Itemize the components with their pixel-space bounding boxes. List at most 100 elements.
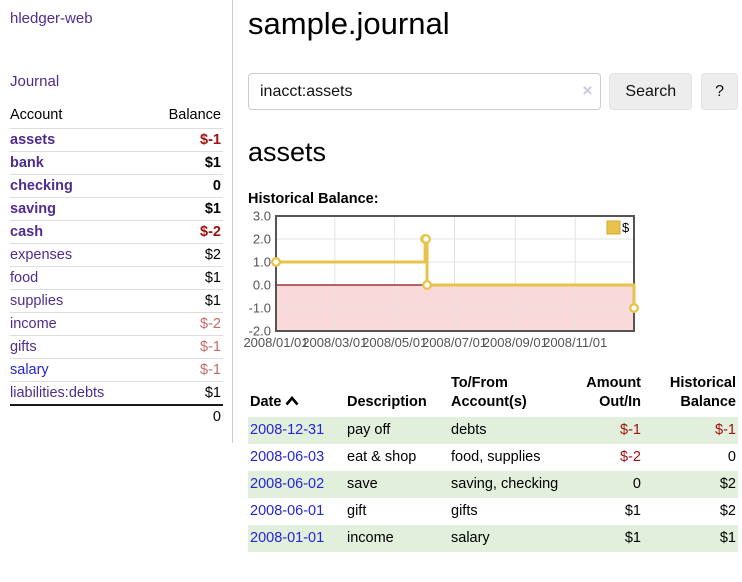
transaction-amount: $1 — [624, 503, 641, 519]
register-header-historical: Historical Balance — [643, 372, 738, 417]
sidebar-item-journal[interactable]: Journal — [10, 73, 60, 90]
sidebar: hledger-web Journal Account Balance asse… — [0, 0, 233, 443]
help-button[interactable]: ? — [701, 73, 738, 110]
transaction-date-link[interactable]: 2008-06-02 — [250, 476, 325, 492]
main-content: sample.journal × Search ? assets Histori… — [243, 0, 738, 552]
account-balance: $-1 — [200, 362, 221, 378]
register-header-date[interactable]: Date — [248, 372, 345, 417]
account-link[interactable]: saving — [10, 201, 56, 217]
transaction-date-link[interactable]: 2008-06-01 — [250, 503, 325, 519]
account-balance: $1 — [204, 293, 221, 309]
register-header-to-from: To/From Account(s) — [449, 372, 561, 417]
account-row: checking 0 — [10, 174, 223, 198]
register-row: 2008-06-01 gift gifts $1 $2 — [248, 498, 738, 525]
y-axis-tick-label: 0.0 — [253, 278, 271, 293]
transaction-amount: $1 — [624, 530, 641, 546]
account-link[interactable]: income — [10, 316, 57, 332]
search-button[interactable]: Search — [609, 73, 693, 110]
register-table: Date Description To/From Account(s) Amount Ou… — [248, 372, 738, 552]
y-axis-tick-label: 3.0 — [253, 209, 271, 224]
x-axis-tick-label: 2008/09/01 — [483, 335, 548, 350]
account-balance: $-2 — [200, 224, 221, 240]
account-balance: $1 — [204, 270, 221, 286]
account-row: bank $1 — [10, 151, 223, 175]
chart-title: Historical Balance: — [248, 191, 379, 207]
sort-ascending-icon — [285, 396, 299, 406]
account-link[interactable]: liabilities:debts — [10, 385, 105, 401]
account-balance: $1 — [204, 155, 221, 171]
register-header-label: Historical — [669, 375, 736, 391]
register-header-amount: Amount Out/In — [561, 372, 643, 417]
account-balance: $-2 — [200, 316, 221, 332]
transaction-description: eat & shop — [347, 449, 417, 465]
account-balance: $1 — [204, 201, 221, 217]
transaction-date-link[interactable]: 2008-01-01 — [250, 530, 325, 546]
account-balance: $-1 — [200, 339, 221, 355]
register-row: 2008-12-31 pay off debts $-1 $-1 — [248, 417, 738, 444]
search-form: × Search ? — [248, 73, 738, 110]
account-link[interactable]: checking — [10, 178, 73, 194]
register-header-label: Amount — [586, 375, 641, 391]
account-link[interactable]: cash — [10, 224, 44, 240]
register-header-label: Description — [347, 394, 427, 410]
search-box: × — [248, 73, 602, 110]
transaction-date-link[interactable]: 2008-12-31 — [250, 422, 325, 438]
account-row: income $-2 — [10, 312, 223, 336]
page-title: sample.journal — [248, 6, 450, 41]
account-row: gifts $-1 — [10, 335, 223, 359]
accounts-header-balance: Balance — [168, 107, 221, 123]
legend-label: $ — [622, 220, 630, 235]
register-header-label: Balance — [680, 394, 736, 410]
register-header-label: Out/In — [599, 394, 641, 410]
accounts-table: Account Balance assets $-1 bank $1 checking 0… — [10, 104, 223, 428]
x-axis-tick-label: 2008/01/01 — [243, 335, 308, 350]
transaction-accounts: gifts — [451, 503, 478, 519]
y-axis-tick-label: -2.0 — [249, 324, 271, 339]
account-link[interactable]: supplies — [10, 293, 64, 309]
data-point-marker — [421, 234, 432, 245]
account-balance: 0 — [212, 178, 221, 194]
app-title-link[interactable]: hledger-web — [10, 10, 93, 27]
transaction-balance: $-1 — [715, 422, 736, 438]
account-row: salary $-1 — [10, 358, 223, 382]
x-axis-tick-label: 2008/07/01 — [422, 335, 487, 350]
account-row: assets $-1 — [10, 128, 223, 152]
data-point-marker — [271, 257, 282, 268]
transaction-amount: $-1 — [620, 422, 641, 438]
clear-search-icon[interactable]: × — [582, 81, 593, 100]
account-row: expenses $2 — [10, 243, 223, 267]
transaction-balance: $1 — [719, 530, 736, 546]
accounts-header-account: Account — [10, 107, 63, 123]
plot-border — [275, 215, 635, 332]
historical-balance-chart[interactable]: $3.0 2.0 1.0 0.0 -1.0 -2.0 2008/01/01 2008/03/0… — [241, 209, 641, 358]
x-axis-tick-label: 2008/11/01 — [543, 335, 607, 350]
register-row: 2008-01-01 income salary $1 $1 — [248, 525, 738, 552]
account-row: cash $-2 — [10, 220, 223, 244]
account-heading: assets — [248, 137, 327, 167]
transaction-date-link[interactable]: 2008-06-03 — [250, 449, 325, 465]
transaction-amount: $-2 — [620, 449, 641, 465]
transaction-description: gift — [347, 503, 367, 519]
account-link[interactable]: food — [10, 270, 39, 286]
data-point-marker — [422, 279, 433, 290]
transaction-balance: $2 — [719, 503, 736, 519]
y-axis-tick-label: 2.0 — [253, 232, 271, 247]
transaction-amount: 0 — [632, 476, 641, 492]
register-header-description: Description — [345, 372, 449, 417]
account-link[interactable]: gifts — [10, 339, 37, 355]
account-link[interactable]: bank — [10, 155, 44, 171]
account-link[interactable]: assets — [10, 132, 56, 148]
transaction-balance: $2 — [719, 476, 736, 492]
register-row: 2008-06-02 save saving, checking 0 $2 — [248, 471, 738, 498]
register-row: 2008-06-03 eat & shop food, supplies $-2 0 — [248, 444, 738, 471]
accounts-total-value: 0 — [212, 409, 221, 425]
search-input[interactable] — [248, 73, 602, 110]
transaction-description: pay off — [347, 422, 391, 438]
account-balance: $-1 — [200, 132, 221, 148]
account-balance: $2 — [204, 247, 221, 263]
legend-swatch — [606, 220, 621, 235]
transaction-description: save — [347, 476, 378, 492]
transaction-accounts: saving, checking — [451, 476, 559, 492]
account-link[interactable]: salary — [10, 362, 49, 378]
account-link[interactable]: expenses — [10, 247, 73, 263]
